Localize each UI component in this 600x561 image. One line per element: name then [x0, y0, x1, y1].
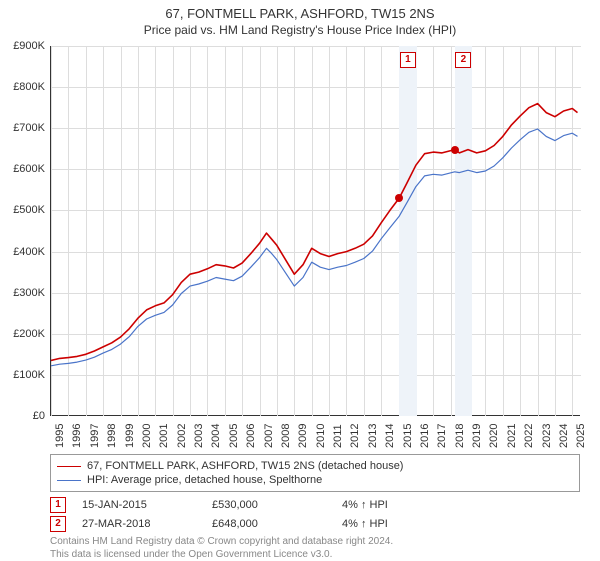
x-axis-tick-label: 2004	[210, 424, 222, 448]
transaction-row: 1 15-JAN-2015 £530,000 4% ↑ HPI	[50, 497, 580, 513]
legend: 67, FONTMELL PARK, ASHFORD, TW15 2NS (de…	[50, 454, 580, 492]
x-axis-tick-label: 2019	[471, 424, 483, 448]
transaction-price: £648,000	[212, 518, 342, 530]
transaction-marker	[395, 194, 403, 202]
x-axis-tick-label: 2017	[436, 424, 448, 448]
x-axis-tick-label: 2021	[506, 424, 518, 448]
x-axis-tick-label: 2012	[349, 424, 361, 448]
series-subject	[51, 104, 578, 361]
x-axis-tick-label: 2015	[402, 424, 414, 448]
x-axis-tick-label: 2011	[332, 424, 344, 448]
transaction-marker	[451, 146, 459, 154]
y-axis-tick-label: £800K	[1, 81, 45, 93]
x-axis-tick-label: 1998	[106, 424, 118, 448]
legend-label: 67, FONTMELL PARK, ASHFORD, TW15 2NS (de…	[87, 460, 403, 472]
legend-swatch	[57, 480, 81, 481]
x-axis-tick-label: 2018	[454, 424, 466, 448]
page-title: 67, FONTMELL PARK, ASHFORD, TW15 2NS	[0, 0, 600, 21]
transaction-date: 15-JAN-2015	[82, 499, 212, 511]
y-axis-tick-label: £100K	[1, 369, 45, 381]
transaction-date: 27-MAR-2018	[82, 518, 212, 530]
legend-row: 67, FONTMELL PARK, ASHFORD, TW15 2NS (de…	[57, 459, 573, 473]
x-axis-tick-label: 2002	[176, 424, 188, 448]
x-axis-tick-label: 2014	[384, 424, 396, 448]
transaction-delta: 4% ↑ HPI	[342, 518, 472, 530]
y-axis-tick-label: £0	[1, 410, 45, 422]
x-axis-tick-label: 2003	[193, 424, 205, 448]
transaction-delta: 4% ↑ HPI	[342, 499, 472, 511]
x-axis-tick-label: 2025	[575, 424, 587, 448]
x-axis-tick-label: 2005	[228, 424, 240, 448]
x-axis-tick-label: 1997	[89, 424, 101, 448]
arrow-up-icon: ↑	[361, 499, 367, 511]
transaction-row: 2 27-MAR-2018 £648,000 4% ↑ HPI	[50, 516, 580, 532]
x-axis-tick-label: 2007	[263, 424, 275, 448]
page-subtitle: Price paid vs. HM Land Registry's House …	[0, 21, 600, 41]
x-axis-tick-label: 2022	[523, 424, 535, 448]
x-axis-tick-label: 2009	[297, 424, 309, 448]
arrow-up-icon: ↑	[361, 518, 367, 530]
x-axis-tick-label: 1999	[124, 424, 136, 448]
x-axis-tick-label: 1996	[71, 424, 83, 448]
legend-swatch	[57, 466, 81, 467]
legend-label: HPI: Average price, detached house, Spel…	[87, 474, 322, 486]
x-axis-tick-label: 2000	[141, 424, 153, 448]
x-axis-tick-label: 2020	[488, 424, 500, 448]
transaction-index-box: 2	[50, 516, 66, 532]
x-axis-tick-label: 2023	[541, 424, 553, 448]
x-axis-tick-label: 2006	[245, 424, 257, 448]
transaction-index-box: 1	[50, 497, 66, 513]
x-axis-tick-label: 2016	[419, 424, 431, 448]
series-hpi	[51, 129, 578, 366]
x-axis-tick-label: 1995	[54, 424, 66, 448]
x-axis-tick-label: 2024	[558, 424, 570, 448]
x-axis-tick-label: 2013	[367, 424, 379, 448]
x-axis-tick-label: 2008	[280, 424, 292, 448]
legend-row: HPI: Average price, detached house, Spel…	[57, 473, 573, 487]
x-axis-tick-label: 2001	[158, 424, 170, 448]
x-axis-tick-label: 2010	[315, 424, 327, 448]
chart-lines	[51, 46, 581, 416]
footnote: Contains HM Land Registry data © Crown c…	[50, 536, 393, 561]
y-axis-tick-label: £400K	[1, 246, 45, 258]
y-axis-tick-label: £300K	[1, 287, 45, 299]
y-axis-tick-label: £600K	[1, 163, 45, 175]
y-axis-tick-label: £700K	[1, 122, 45, 134]
transaction-price: £530,000	[212, 499, 342, 511]
y-axis-tick-label: £900K	[1, 40, 45, 52]
y-axis-tick-label: £200K	[1, 328, 45, 340]
chart-area: 12	[50, 46, 580, 416]
y-axis-tick-label: £500K	[1, 204, 45, 216]
